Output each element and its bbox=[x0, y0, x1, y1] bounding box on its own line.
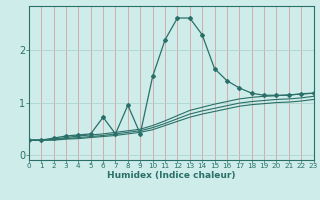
X-axis label: Humidex (Indice chaleur): Humidex (Indice chaleur) bbox=[107, 171, 236, 180]
